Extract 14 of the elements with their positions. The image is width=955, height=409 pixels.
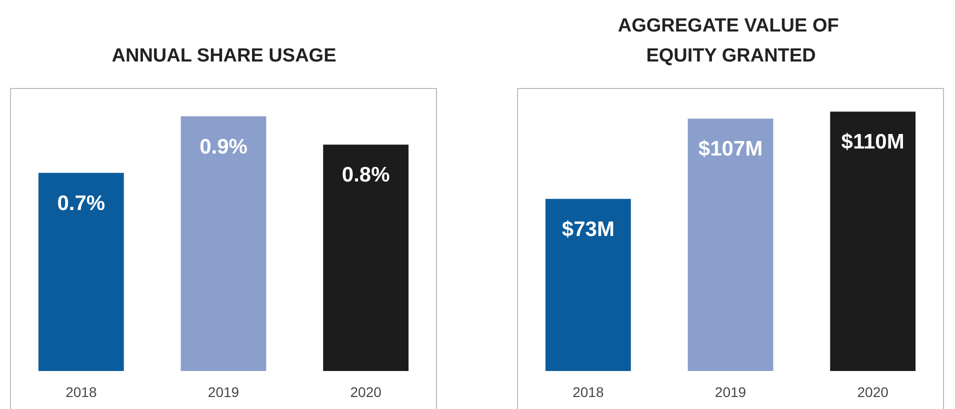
- x-tick-label: 2020: [350, 384, 382, 400]
- data-label: $107M: [698, 138, 763, 161]
- x-tick-label: 2018: [572, 384, 604, 400]
- x-tick-label: 2019: [714, 384, 746, 400]
- data-label: 0.8%: [342, 164, 390, 187]
- x-tick-label: 2018: [66, 384, 97, 400]
- chart-title: AGGREGATE VALUE OF EQUITY GRANTED: [618, 16, 844, 66]
- data-label: 0.7%: [57, 192, 106, 215]
- x-tick-label: 2020: [857, 384, 889, 400]
- data-label: $110M: [841, 130, 904, 154]
- data-label: $73M: [562, 218, 614, 241]
- x-tick-label: 2019: [208, 384, 240, 400]
- data-label: 0.9%: [200, 135, 248, 158]
- chart-title: ANNUAL SHARE USAGE: [112, 46, 336, 66]
